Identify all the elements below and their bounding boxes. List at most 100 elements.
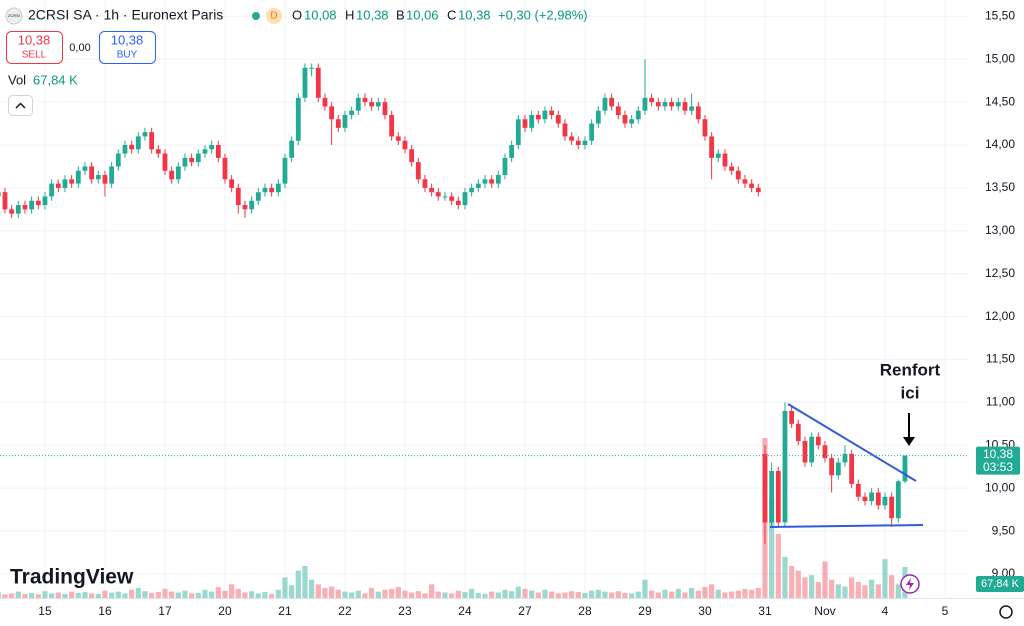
candle-body xyxy=(375,102,381,107)
symbol[interactable]: 2CRSI SA · 1h · Euronext Paris xyxy=(28,7,223,23)
trendline xyxy=(769,524,924,528)
volume-bar xyxy=(349,592,355,598)
chevron xyxy=(15,102,26,109)
volume-bar xyxy=(889,575,895,598)
candle-body xyxy=(862,496,868,502)
volume-bar xyxy=(42,591,48,598)
y-tick-label: 14,50 xyxy=(985,94,1015,108)
candle-body xyxy=(602,97,608,111)
buy-label: BUY xyxy=(117,50,138,61)
volume-bar xyxy=(62,593,68,598)
volume-bar xyxy=(202,589,208,598)
candle-body xyxy=(362,97,368,103)
volume-bar xyxy=(782,556,788,598)
candle-body xyxy=(762,453,768,523)
candle-body xyxy=(789,410,795,424)
candle-body xyxy=(502,157,508,176)
candle-body xyxy=(495,175,501,184)
candle-body xyxy=(775,471,781,523)
candle-body xyxy=(522,119,528,128)
volume-bar xyxy=(235,588,241,598)
volume-bar xyxy=(835,584,841,598)
volume-bar xyxy=(402,590,408,598)
candle-body xyxy=(382,102,388,115)
candle-body xyxy=(549,110,555,115)
y-tick-label: 15,50 xyxy=(985,8,1015,22)
volume-bar xyxy=(2,594,8,598)
volume-bar xyxy=(422,593,428,598)
collapse-button[interactable] xyxy=(8,95,33,116)
volume-bar xyxy=(669,591,675,598)
candle-body xyxy=(9,209,15,214)
candle-body xyxy=(575,140,581,145)
candle-body xyxy=(262,187,268,193)
volume-bar xyxy=(509,591,515,598)
sell-label: SELL xyxy=(22,50,47,61)
candle-body xyxy=(675,102,681,107)
candle-body xyxy=(315,67,321,98)
volume-bar xyxy=(522,588,528,598)
candle-body xyxy=(849,453,855,484)
candle-body xyxy=(409,149,415,163)
volume-bar xyxy=(229,584,235,598)
change: +0,30 (+2,98%) xyxy=(498,7,588,22)
volume-bar xyxy=(455,590,461,598)
volume-bar xyxy=(529,590,535,598)
candle-body xyxy=(355,97,361,111)
volume-bar xyxy=(609,592,615,598)
candle-body xyxy=(482,179,488,184)
candle-body xyxy=(215,144,221,158)
candle-body xyxy=(749,183,755,188)
candle-body xyxy=(109,166,115,184)
candle-body xyxy=(0,192,1,197)
settings-icon[interactable] xyxy=(999,605,1013,619)
volume-bar xyxy=(662,589,668,598)
candle-body xyxy=(289,140,295,158)
candle-body xyxy=(709,136,715,158)
volume-bar xyxy=(895,584,901,598)
candle-body xyxy=(335,119,341,128)
candle-body xyxy=(435,192,441,197)
volume-bar xyxy=(575,592,581,598)
candle-body xyxy=(95,175,101,180)
volume-bar xyxy=(102,590,108,598)
candle-body xyxy=(455,200,461,206)
volume xyxy=(0,438,908,598)
y-tick-label: 12,00 xyxy=(985,309,1015,323)
sell-button[interactable] xyxy=(6,31,63,64)
candle-body xyxy=(55,183,61,188)
candle-body xyxy=(882,496,888,506)
candle-body xyxy=(769,471,775,523)
candle-body xyxy=(429,187,435,193)
volume-bar xyxy=(749,589,755,598)
x-tick-label: 22 xyxy=(338,604,352,618)
volume-bar xyxy=(189,593,195,598)
candle-body xyxy=(895,481,901,519)
volume-bar xyxy=(555,593,561,598)
volume-bar xyxy=(175,592,181,598)
volume-label: 67,84 K xyxy=(981,578,1020,590)
candle-body xyxy=(869,492,875,502)
volume-bar xyxy=(369,587,375,598)
volume-bar xyxy=(502,589,508,598)
volume-bar xyxy=(809,575,815,598)
candle-body xyxy=(669,102,675,107)
candle-body xyxy=(242,205,248,210)
candle-body xyxy=(322,97,328,107)
y-tick-label: 13,00 xyxy=(985,223,1015,237)
candle-body xyxy=(449,196,455,201)
volume-bar xyxy=(195,592,201,598)
annotation: ici xyxy=(901,383,920,402)
candle-body xyxy=(555,114,561,124)
volume-bar xyxy=(295,570,301,598)
candle-body xyxy=(462,192,468,206)
candle-body xyxy=(122,144,128,154)
candle-body xyxy=(229,179,235,188)
candle-body xyxy=(302,67,308,98)
buy-button[interactable] xyxy=(99,31,156,64)
volume-bar xyxy=(822,561,828,598)
volume-bar xyxy=(342,591,348,598)
volume-bar xyxy=(875,584,881,598)
volume-bar xyxy=(329,586,335,598)
volume-bar xyxy=(69,591,75,598)
